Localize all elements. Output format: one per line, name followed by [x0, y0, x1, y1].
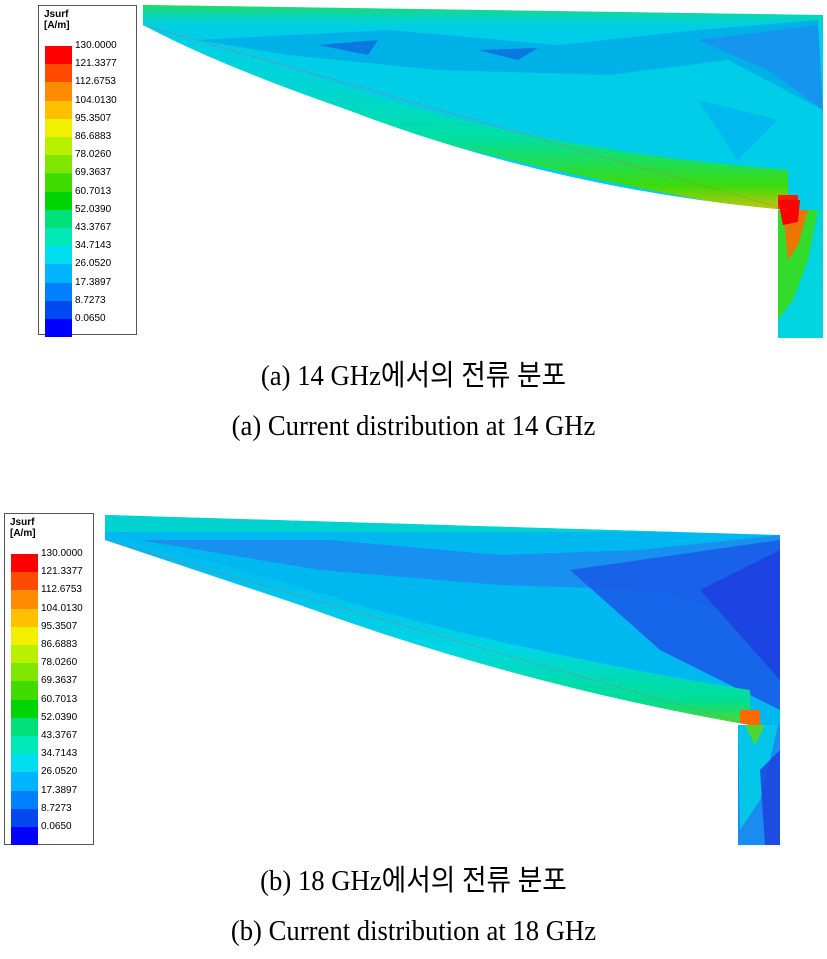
- caption-english: (a) Current distribution at 14 GHz: [231, 410, 596, 442]
- legend-tick-label: 43.3767: [75, 222, 112, 233]
- legend-swatch: [45, 191, 72, 210]
- legend-tick-label: 86.6883: [41, 639, 78, 650]
- legend-tick-label: 104.0130: [75, 94, 117, 106]
- legend-tick-label: 121.3377: [41, 566, 83, 578]
- legend-swatch: [11, 754, 38, 773]
- legend-tick-label: 86.6883: [75, 131, 112, 142]
- legend-swatch: [11, 663, 38, 682]
- legend-swatch: [45, 282, 72, 301]
- legend-swatch: [45, 209, 72, 228]
- legend-swatch: [45, 155, 72, 174]
- legend-tick-label: 0.0650: [41, 821, 72, 832]
- legend-tick-label: 130.0000: [41, 548, 83, 559]
- legend-swatch: [11, 590, 38, 609]
- legend-swatch: [45, 46, 72, 65]
- legend-tick-label: 8.7273: [75, 294, 106, 306]
- panel-18ghz: Jsurf [A/m] 130.0000 121.3377 112.6753 104.0…: [0, 505, 827, 947]
- caption-english: (b) Current distribution at 18 GHz: [230, 915, 597, 947]
- legend-swatch: [11, 808, 38, 827]
- legend-swatch: [45, 64, 72, 83]
- legend-tick-label: 26.0520: [41, 766, 78, 778]
- legend-swatch: [45, 82, 72, 101]
- legend-swatch: [45, 228, 72, 247]
- legend-swatch: [11, 827, 38, 846]
- legend-swatch: [45, 246, 72, 265]
- legend-tick-label: 121.3377: [75, 58, 117, 70]
- legend-swatch: [45, 137, 72, 156]
- legend-tick-label: 112.6753: [41, 584, 82, 596]
- legend-swatch: [11, 645, 38, 664]
- legend-title: Jsurf [A/m]: [44, 9, 70, 31]
- caption-korean: (b) 18 GHz에서의 전류 분포: [260, 865, 567, 897]
- panel-14ghz: Jsurf [A/m] 130.0000 121.3377 112.6753 104.0…: [0, 0, 827, 442]
- legend-tick-label: 104.0130: [41, 602, 83, 614]
- legend-title: Jsurf [A/m]: [10, 517, 36, 539]
- legend-tick-label: 8.7273: [41, 802, 72, 814]
- legend-tick-label: 78.0260: [41, 657, 78, 669]
- legend-tick-label: 17.3897: [41, 784, 78, 796]
- legend-tick-label: 60.7013: [41, 693, 78, 705]
- caption-korean: (a) 14 GHz에서의 전류 분포: [260, 360, 567, 392]
- legend-tick-label: 60.7013: [75, 185, 112, 197]
- legend-tick-label: 34.7143: [41, 748, 78, 760]
- legend-swatch: [11, 572, 38, 591]
- legend-swatch: [11, 717, 38, 736]
- current-distribution-field: [104, 515, 780, 845]
- legend-tick-label: 43.3767: [41, 730, 78, 741]
- current-distribution-field: [142, 5, 823, 338]
- legend-swatch: [45, 300, 72, 319]
- legend-tick-label: 26.0520: [75, 258, 112, 270]
- legend-tick-label: 0.0650: [75, 313, 106, 324]
- legend-swatch: [11, 772, 38, 791]
- legend-tick-label: 95.3507: [41, 620, 78, 632]
- legend-swatch: [45, 319, 72, 338]
- legend-swatch: [45, 173, 72, 192]
- legend-tick-label: 130.0000: [75, 40, 117, 51]
- legend-swatch: [45, 100, 72, 119]
- legend-swatch: [11, 790, 38, 809]
- legend-tick-label: 17.3897: [75, 276, 112, 288]
- legend-tick-label: 78.0260: [75, 149, 112, 161]
- legend-swatch: [11, 681, 38, 700]
- legend-tick-label: 112.6753: [75, 76, 116, 88]
- legend-swatch: [11, 626, 38, 645]
- legend-tick-label: 34.7143: [75, 240, 112, 252]
- legend-swatch: [11, 608, 38, 627]
- color-legend: Jsurf [A/m] 130.0000 121.3377 112.6753 104.0…: [4, 513, 94, 846]
- legend-swatch: [11, 699, 38, 718]
- legend-swatch: [45, 264, 72, 283]
- legend-swatch: [45, 118, 72, 137]
- legend-tick-label: 95.3507: [75, 112, 112, 124]
- legend-tick-label: 52.0390: [41, 711, 78, 723]
- legend-tick-label: 69.3637: [41, 675, 78, 687]
- legend-swatch: [11, 736, 38, 755]
- legend-tick-label: 52.0390: [75, 203, 112, 215]
- color-legend: Jsurf [A/m] 130.0000 121.3377 112.6753 104.0…: [38, 5, 137, 338]
- legend-swatch: [11, 554, 38, 573]
- legend-tick-label: 69.3637: [75, 167, 112, 179]
